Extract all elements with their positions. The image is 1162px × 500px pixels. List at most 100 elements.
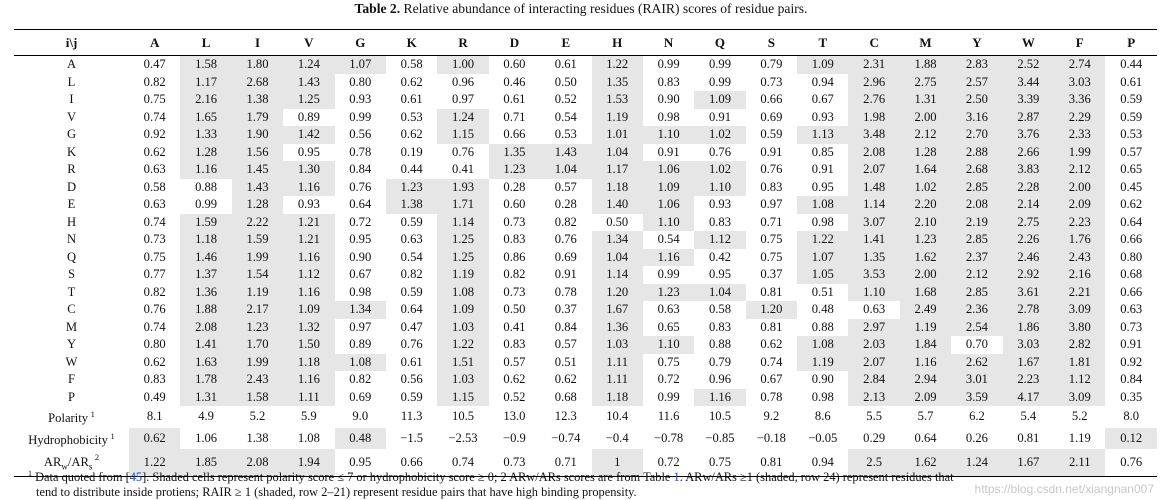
table-cell: 0.53 <box>400 109 423 124</box>
row-label-text: S <box>67 267 75 281</box>
table-cell: 0.66 <box>385 449 438 477</box>
table-row: V 0.74 1.65 1.79 0.89 0.99 0.53 1.24 0.71 0.54 1.1… <box>14 108 1157 126</box>
table-cell: 2.57 <box>951 73 1003 91</box>
table-cell: 0.61 <box>400 92 423 106</box>
table-cell: 1.04 <box>591 143 643 161</box>
row-label-text: N <box>66 232 77 246</box>
table-reference-link[interactable]: 1 <box>673 470 680 485</box>
table-cell: 0.75 <box>657 354 680 369</box>
table-cell: 1.51 <box>437 353 489 371</box>
table-cell: 10.4 <box>606 409 629 424</box>
table-cell: 1.13 <box>797 126 849 144</box>
table-row: K 0.62 1.28 1.56 0.95 0.78 0.19 0.76 1.35 1.43 1.0… <box>14 143 1157 161</box>
table-cell: 0.29 <box>863 430 886 445</box>
table-cell: 1.58 <box>231 388 284 406</box>
table-cell: 1.12 <box>1054 371 1106 389</box>
table-cell: 0.80 <box>1120 249 1143 264</box>
table-cell: 1.18 <box>283 353 335 371</box>
table-cell: 0.96 <box>708 372 732 386</box>
table-cell: 1.62 <box>899 248 952 266</box>
table-cell: 1.21 <box>283 231 335 249</box>
row-label-text: ARw/ARs <box>43 454 93 472</box>
table-cell: 1.41 <box>848 231 900 249</box>
reference-link[interactable]: 45 <box>129 470 143 485</box>
table-cell: 2.54 <box>951 318 1003 336</box>
table-row: I 0.75 2.16 1.38 1.25 0.93 0.61 0.97 0.61 0.52 1.5… <box>14 91 1157 109</box>
row-label-text: Y <box>66 337 77 351</box>
column-header-v: V <box>283 29 335 56</box>
table-cell: 0.64 <box>349 197 372 211</box>
row-label-text: Hydrophobicity <box>28 432 108 447</box>
table-cell: 1.43 <box>540 143 592 161</box>
table-cell: 3.03 <box>1054 73 1106 91</box>
column-header-c: C <box>848 29 900 56</box>
table-cell: 1.24 <box>951 449 1003 477</box>
table-cell: 0.51 <box>554 354 577 369</box>
table-cell: 2.08 <box>231 449 284 477</box>
column-header-y: Y <box>951 29 1003 56</box>
table-cell: 2.85 <box>951 231 1003 249</box>
table-cell: 0.44 <box>400 162 423 176</box>
table-cell: 3.53 <box>848 266 900 284</box>
table-cell: 2.23 <box>1054 213 1106 231</box>
table-cell: 2.16 <box>1054 266 1106 284</box>
table-cell: 1.58 <box>180 55 232 74</box>
table-cell: 0.78 <box>349 144 372 159</box>
table-cell: 0.62 <box>554 372 577 386</box>
table-row: Hydrophobicity 1 0.62 1.06 1.38 1.08 0.48 −1.5… <box>14 427 1157 450</box>
row-label: C <box>14 301 129 319</box>
table-cell: 0.75 <box>143 249 166 264</box>
table-cell: 0.58 <box>143 179 166 194</box>
table-cell: 1.45 <box>231 161 284 179</box>
table-cell: 2.07 <box>848 161 900 179</box>
corner-header: i\j <box>14 29 129 56</box>
table-cell: 1.85 <box>180 449 232 477</box>
table-cell: 4.9 <box>198 409 214 424</box>
table-cell: 2.46 <box>1002 248 1055 266</box>
table-cell: 1.46 <box>180 248 232 266</box>
table-cell: 1.09 <box>642 178 695 196</box>
table-cell: 1.02 <box>899 178 952 196</box>
table-cell: 1.22 <box>591 55 643 74</box>
table-cell: 0.45 <box>1120 179 1143 194</box>
column-header-m: M <box>899 29 952 56</box>
table-cell: 0.75 <box>694 449 746 477</box>
row-label-text: A <box>66 57 77 71</box>
table-cell: 1.50 <box>283 336 335 354</box>
table-cell: 0.59 <box>1120 109 1143 124</box>
table-cell: 2.08 <box>848 143 900 161</box>
table-cell: 0.91 <box>811 162 834 176</box>
table-cell: 0.59 <box>400 214 423 229</box>
row-label: M <box>14 319 129 337</box>
table-cell: 1.53 <box>591 91 643 109</box>
table-cell: 2.20 <box>899 196 952 214</box>
table-cell: 1.09 <box>797 55 849 74</box>
column-header-f: F <box>1054 29 1106 56</box>
table-cell: 0.84 <box>1120 372 1143 386</box>
table-row: D 0.58 0.88 1.43 1.16 0.76 1.23 1.93 0.28 0.57 1.1… <box>14 178 1157 196</box>
table-cell: 0.90 <box>349 249 372 264</box>
table-cell: 1.16 <box>694 388 746 406</box>
table-cell: 2.16 <box>180 91 232 109</box>
table-cell: 0.98 <box>657 109 680 124</box>
table-cell: 5.5 <box>866 409 883 424</box>
table-cell: 0.59 <box>1120 92 1143 106</box>
row-label: T <box>14 284 129 302</box>
table-cell: 1.35 <box>488 143 541 161</box>
table-cell: 1.03 <box>437 318 489 336</box>
table-cell: 11.3 <box>400 409 423 424</box>
table-cell: 1.11 <box>591 371 643 389</box>
table-cell: 8.0 <box>1123 409 1140 424</box>
table-row: T 0.82 1.36 1.19 1.16 0.98 0.59 1.08 0.73 0.78 1.2… <box>14 283 1157 302</box>
table-cell: 1.08 <box>297 430 320 445</box>
table-cell: 1.22 <box>129 449 181 477</box>
table-cell: 8.6 <box>814 409 831 424</box>
table-cell: 0.69 <box>760 109 783 124</box>
table-cell: 1.32 <box>283 318 335 336</box>
table-cell: 0.83 <box>143 372 166 386</box>
table-cell: 0.75 <box>760 249 783 264</box>
table-cell: 2.94 <box>899 371 952 389</box>
table-cell: 0.41 <box>452 162 475 176</box>
table-cell: 1.08 <box>334 353 386 371</box>
